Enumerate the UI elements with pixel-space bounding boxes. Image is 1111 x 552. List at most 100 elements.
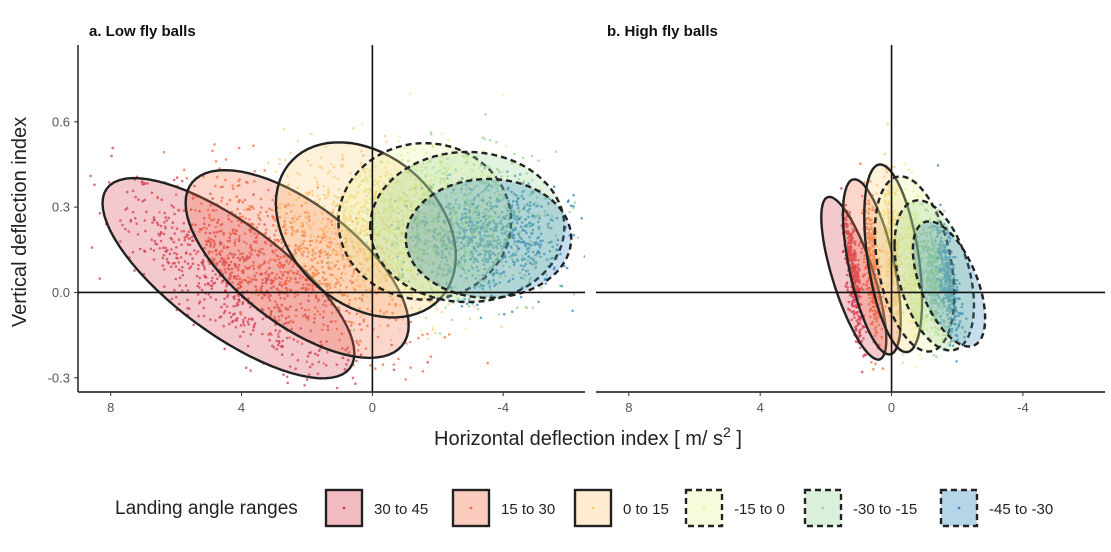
data-point	[565, 266, 569, 270]
data-point	[205, 227, 208, 230]
data-point	[236, 303, 240, 307]
data-point	[252, 267, 256, 271]
data-point	[191, 197, 195, 200]
data-point	[286, 203, 290, 206]
data-point	[345, 286, 348, 289]
data-point	[182, 221, 186, 225]
data-point	[312, 271, 315, 275]
data-point	[357, 343, 361, 347]
data-point	[241, 215, 244, 218]
data-point	[197, 267, 200, 271]
data-point	[268, 266, 271, 270]
data-point	[186, 307, 189, 310]
data-point	[500, 153, 504, 156]
data-point	[185, 176, 189, 180]
data-point	[241, 200, 245, 204]
data-point	[249, 228, 253, 231]
data-point	[226, 239, 230, 243]
data-point	[280, 277, 283, 281]
data-point	[89, 174, 92, 178]
data-point	[285, 375, 289, 379]
data-point	[356, 349, 360, 352]
data-point	[153, 218, 156, 222]
data-point	[165, 257, 169, 261]
data-point	[267, 296, 271, 299]
data-point	[345, 363, 348, 366]
data-point	[210, 219, 213, 222]
data-point	[170, 237, 174, 241]
data-point	[296, 293, 300, 297]
data-point	[294, 243, 297, 247]
data-point	[176, 208, 180, 212]
data-point	[318, 313, 322, 316]
data-point	[275, 249, 278, 252]
data-point	[248, 208, 252, 211]
data-point	[197, 263, 200, 267]
data-point	[217, 218, 220, 222]
data-point	[236, 256, 240, 260]
data-point	[260, 296, 264, 300]
data-point	[484, 113, 487, 116]
data-point	[229, 233, 233, 236]
data-point	[208, 216, 211, 219]
data-point	[235, 277, 238, 281]
data-point	[175, 252, 179, 256]
data-point	[228, 239, 232, 243]
data-point	[351, 274, 354, 278]
data-point	[227, 263, 231, 267]
data-point	[229, 315, 233, 319]
data-point	[237, 239, 241, 243]
data-point	[231, 319, 235, 323]
data-point	[429, 131, 433, 134]
data-point	[211, 269, 215, 273]
data-point	[289, 277, 293, 280]
data-point	[291, 353, 294, 356]
data-point	[277, 258, 281, 261]
data-point	[214, 160, 218, 163]
data-point	[376, 335, 380, 339]
data-point	[329, 273, 332, 277]
data-point	[369, 364, 372, 367]
data-point	[284, 317, 288, 320]
data-point	[152, 216, 156, 219]
data-point	[253, 170, 256, 173]
data-point	[259, 247, 262, 251]
data-point	[237, 237, 241, 241]
data-point	[284, 306, 287, 310]
data-point	[239, 285, 242, 289]
data-point	[163, 211, 166, 215]
data-point	[287, 321, 291, 325]
data-point	[881, 367, 885, 370]
data-point	[261, 332, 264, 336]
data-point	[267, 261, 271, 264]
data-point	[257, 222, 261, 226]
data-point	[159, 239, 163, 243]
data-point	[544, 282, 547, 285]
data-point	[137, 198, 140, 201]
data-point	[560, 284, 564, 288]
data-point	[434, 331, 437, 335]
data-point	[259, 286, 263, 290]
data-point	[175, 256, 178, 260]
data-point	[178, 302, 181, 306]
data-point	[269, 314, 272, 317]
data-point	[326, 328, 330, 332]
data-point	[244, 366, 248, 370]
data-point	[397, 357, 400, 361]
data-point	[280, 353, 284, 357]
panel-title: a. Low fly balls	[89, 23, 196, 40]
data-point	[283, 220, 286, 223]
data-point	[330, 223, 334, 227]
data-point	[220, 305, 223, 309]
data-point	[252, 207, 255, 210]
data-point	[220, 281, 224, 284]
data-point	[151, 221, 154, 224]
data-point	[292, 338, 296, 341]
data-point	[227, 218, 231, 221]
data-point	[525, 306, 529, 310]
data-point	[225, 284, 228, 288]
data-point	[215, 175, 219, 179]
data-point	[259, 211, 262, 214]
data-point	[426, 361, 430, 364]
data-point	[171, 262, 175, 265]
